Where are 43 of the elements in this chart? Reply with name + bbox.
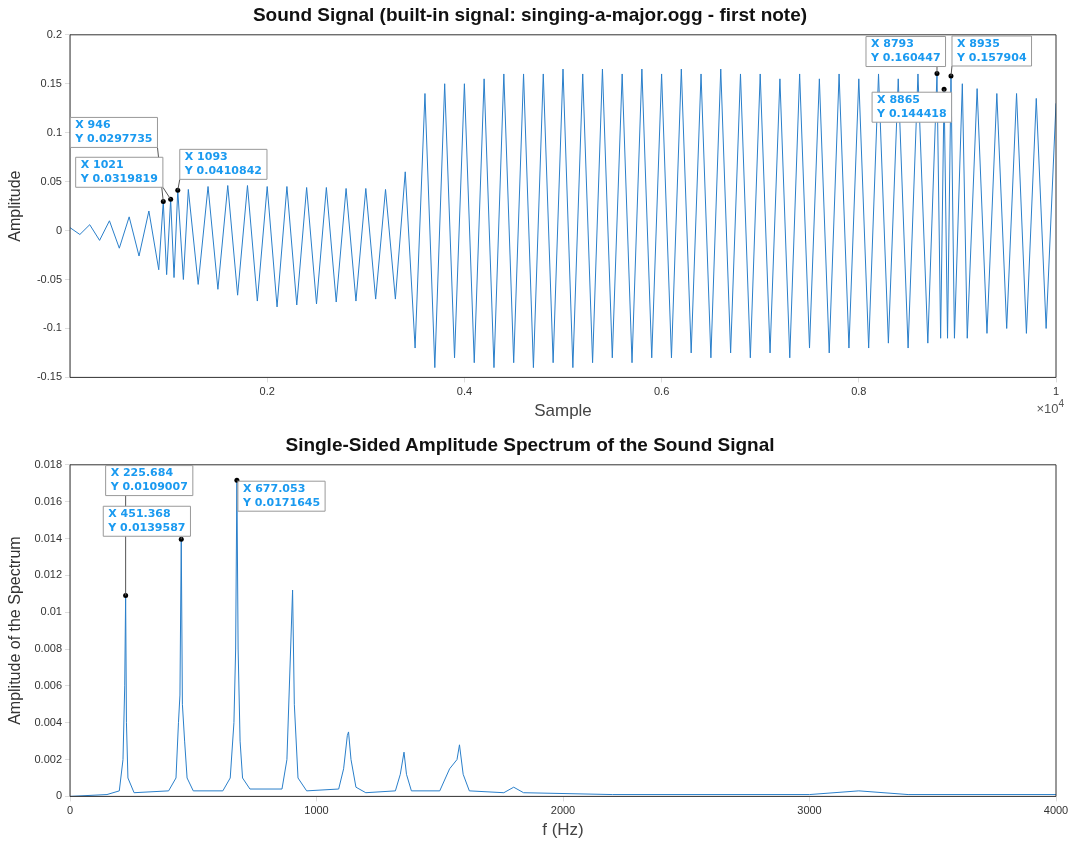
y-tick-label: 0.002 [34,752,62,765]
chart-title: Single-Sided Amplitude Spectrum of the Sound Signal [285,433,775,455]
annotation: X 677.053 Y 0.0171645 [241,482,321,510]
y-tick-label: 0.004 [34,715,62,728]
y-tick-label: 0.15 [40,76,62,89]
y-tick-label: 0 [55,789,62,802]
annotation: X 946 Y 0.0297735 [74,118,153,146]
annotation: X 451.368 Y 0.0139587 [107,507,186,535]
y-tick-label: 0.1 [46,125,62,138]
y-axis-title: Amplitude [6,170,24,242]
y-tick-label: 0.05 [40,174,62,187]
x-tick-label: 3000 [797,804,822,817]
annotation: X 8865 Y 0.144418 [876,93,947,121]
x-tick-label: 0 [66,804,74,817]
y-tick-label: -0.15 [36,370,62,383]
y-tick-label: 0.2 [46,27,62,40]
y-tick-label: 0.01 [40,605,62,618]
annotation: X 1093 Y 0.0410842 [183,150,262,178]
y-tick-label: 0.014 [34,531,62,544]
x-axis-title: Sample [534,401,592,421]
annotation: X 225.684 Y 0.0109007 [109,466,188,494]
x-tick-label: 1 [1052,385,1060,398]
y-axis-title: Amplitude of the Spectrum [6,536,24,725]
y-tick-label: 0 [55,223,62,236]
x-tick-label: 0.2 [259,385,275,398]
chart-title: Sound Signal (built-in signal: singing-a-major.ogg - first note) [252,3,808,25]
x-axis-title: f (Hz) [542,820,584,840]
y-tick-label: 0.018 [34,457,62,470]
y-tick-label: 0.006 [34,678,62,691]
annotation: X 1021 Y 0.0319819 [79,158,158,186]
x-tick-label: 0.4 [456,385,473,398]
y-tick-label: 0.012 [34,568,62,581]
x-tick-label: 0.8 [851,385,867,398]
y-tick-label: 0.008 [34,642,62,655]
x-tick-label: 0.6 [653,385,670,398]
y-tick-label: 0.016 [34,494,62,507]
x-tick-label: 2000 [550,804,576,817]
y-tick-label: -0.1 [43,321,62,334]
annotation: X 8793 Y 0.160447 [869,37,941,65]
x-tick-label: 1000 [304,804,329,817]
annotation: X 8935 Y 0.157904 [955,36,1027,64]
x-tick-label: 4000 [1043,804,1069,817]
y-tick-label: -0.05 [36,272,62,285]
